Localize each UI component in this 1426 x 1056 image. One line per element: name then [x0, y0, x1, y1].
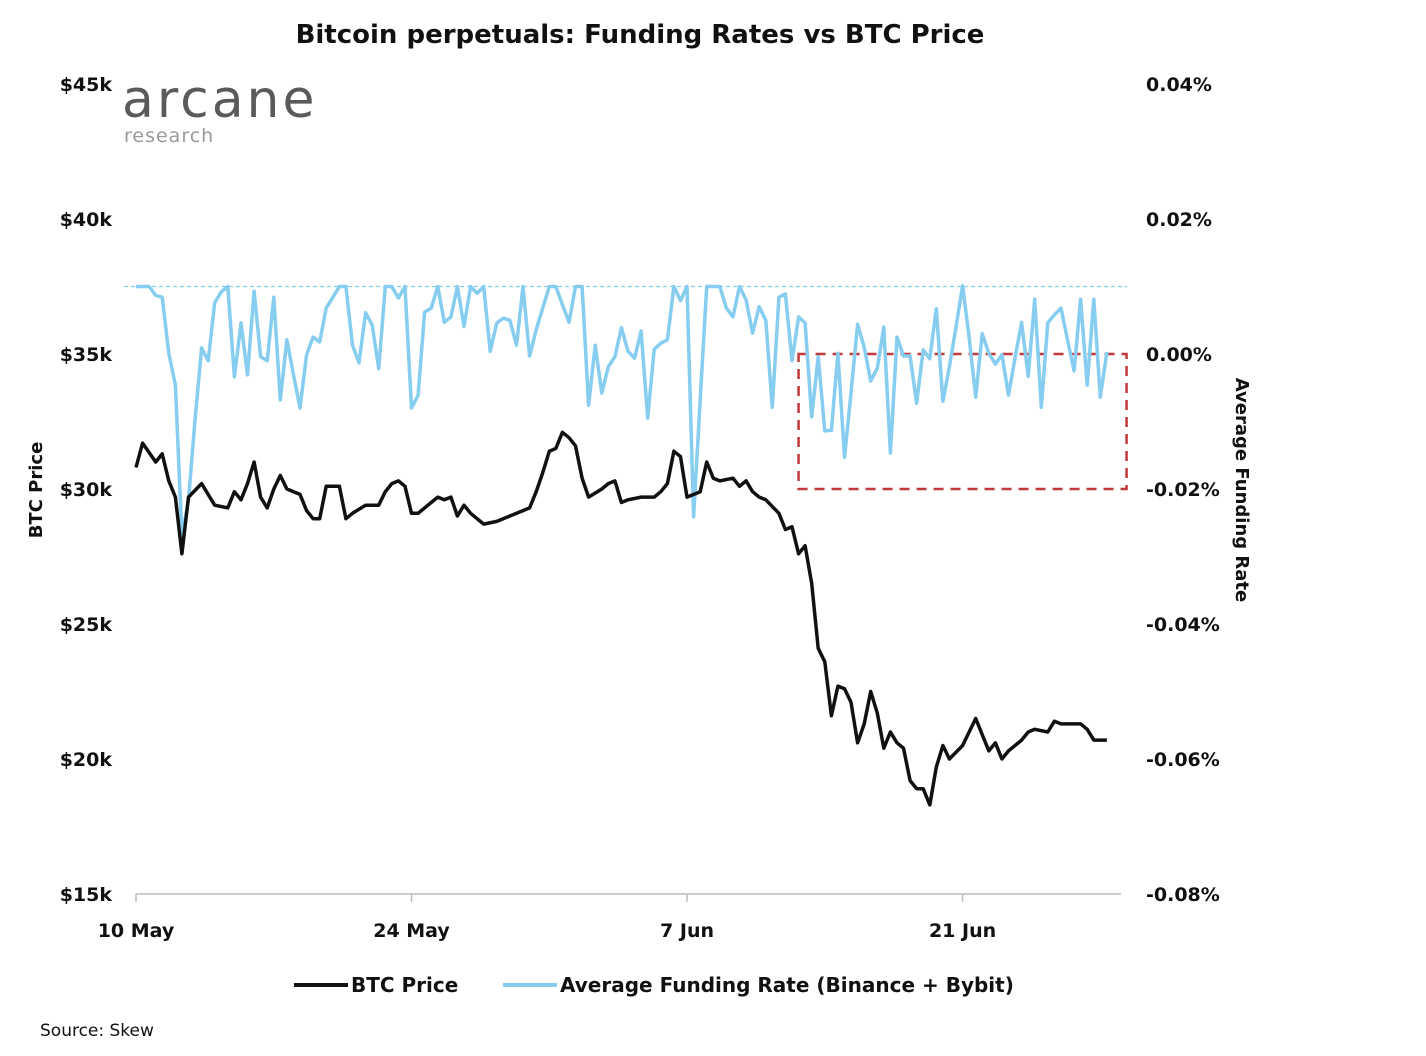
x-tick-label: 21 Jun	[929, 920, 996, 942]
y-left-tick-label: $40k	[60, 209, 113, 231]
legend: BTC Price Average Funding Rate (Binance …	[294, 973, 1014, 997]
btc-price-line	[134, 430, 1107, 807]
y-right-tick-label: -0.02%	[1146, 479, 1220, 501]
y-right-tick-label: 0.02%	[1146, 209, 1212, 231]
funding-rate-line	[136, 284, 1109, 539]
legend-label-funding: Average Funding Rate (Binance + Bybit)	[560, 973, 1014, 997]
y-left-tick-label: $15k	[60, 884, 113, 906]
y-left-tick-label: $35k	[60, 344, 113, 366]
x-tick-label: 24 May	[373, 920, 450, 942]
logo-subtitle: research	[124, 125, 214, 147]
y-left-tick-label: $30k	[60, 479, 113, 501]
y-left-tick-label: $20k	[60, 749, 113, 771]
y-left-tick-label: $25k	[60, 614, 113, 636]
y-right-tick-label: -0.06%	[1146, 749, 1220, 771]
y-right-tick-label: -0.08%	[1146, 884, 1220, 906]
highlight-box	[797, 352, 1128, 491]
axes: 10 May 24 May 7 Jun 21 Jun $15k $20k $25k $30k $…	[60, 74, 1220, 942]
logo: arcane research	[122, 70, 318, 147]
y-right-tick-label: 0.04%	[1146, 74, 1212, 96]
x-tick-label: 7 Jun	[660, 920, 714, 942]
legend-label-btc-price: BTC Price	[351, 973, 458, 997]
y-right-tick-label: 0.00%	[1146, 344, 1212, 366]
left-axis-title: BTC Price	[26, 442, 47, 539]
source-note: Source: Skew	[40, 1021, 154, 1041]
chart-title: Bitcoin perpetuals: Funding Rates vs BTC…	[296, 20, 985, 50]
y-right-tick-label: -0.04%	[1146, 614, 1220, 636]
logo-wordmark: arcane	[122, 70, 318, 130]
plot-area	[124, 284, 1128, 807]
y-left-tick-label: $45k	[60, 74, 113, 96]
right-axis-title: Average Funding Rate	[1231, 378, 1252, 602]
x-tick-label: 10 May	[98, 920, 175, 942]
